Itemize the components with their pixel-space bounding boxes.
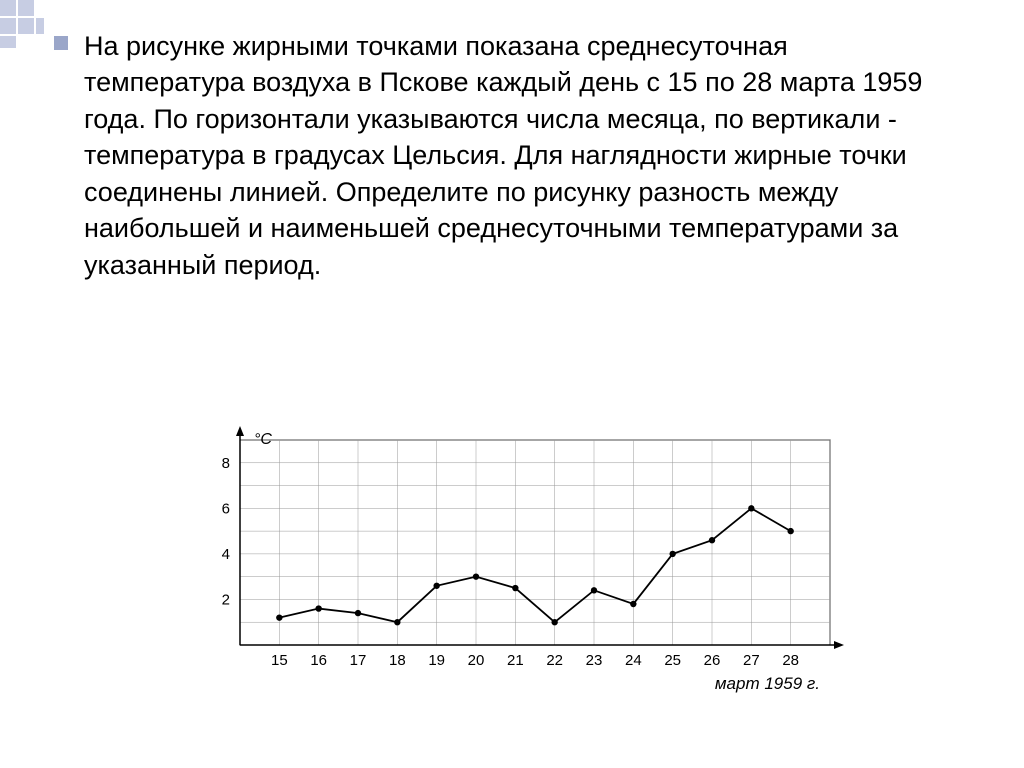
svg-text:21: 21 [507, 652, 524, 669]
svg-text:2: 2 [222, 591, 230, 608]
svg-text:22: 22 [546, 652, 563, 669]
svg-text:март 1959 г.: март 1959 г. [715, 674, 820, 693]
side-decoration [0, 0, 44, 60]
svg-text:20: 20 [468, 652, 485, 669]
svg-text:17: 17 [350, 652, 367, 669]
problem-text: На рисунке жирными точками показана сред… [84, 28, 954, 283]
svg-text:16: 16 [310, 652, 327, 669]
bullet-marker [54, 36, 68, 50]
svg-text:19: 19 [428, 652, 445, 669]
temperature-chart: 24681516171819202122232425262728°Cмарт 1… [180, 420, 860, 720]
svg-text:27: 27 [743, 652, 760, 669]
svg-text:26: 26 [704, 652, 721, 669]
svg-text:28: 28 [782, 652, 799, 669]
svg-text:23: 23 [586, 652, 603, 669]
svg-text:15: 15 [271, 652, 288, 669]
svg-text:°C: °C [254, 431, 272, 448]
svg-text:6: 6 [222, 500, 230, 517]
svg-text:18: 18 [389, 652, 406, 669]
content-area: На рисунке жирными точками показана сред… [84, 28, 954, 283]
svg-text:8: 8 [222, 455, 230, 472]
svg-text:25: 25 [664, 652, 681, 669]
svg-text:4: 4 [222, 546, 230, 563]
svg-text:24: 24 [625, 652, 642, 669]
